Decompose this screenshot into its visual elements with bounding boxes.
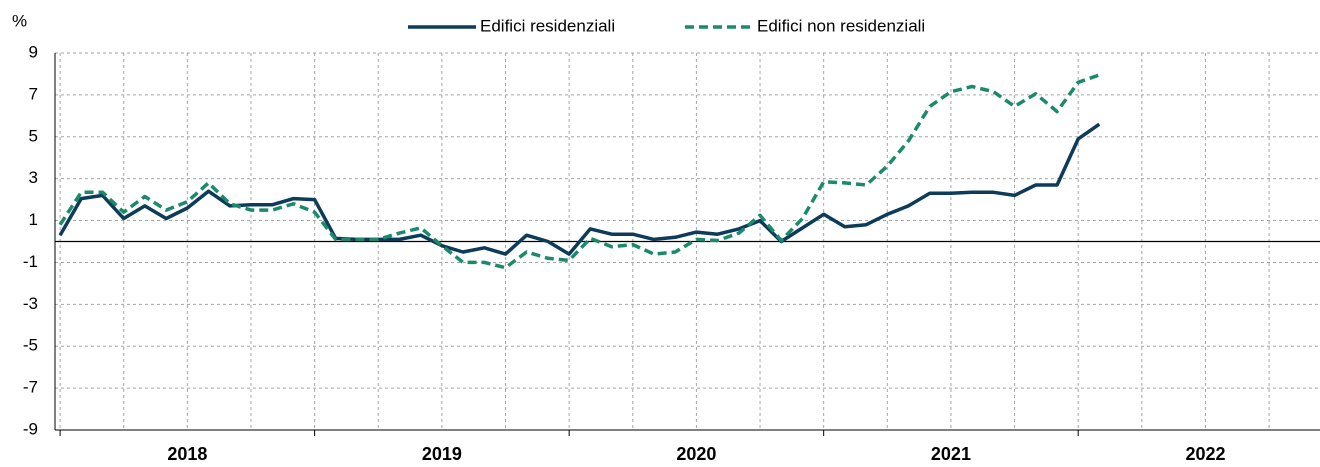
y-tick-label: -9 — [23, 419, 38, 438]
series-line — [58, 73, 1100, 270]
x-tick-label: 2022 — [1185, 444, 1225, 464]
y-tick-label: -3 — [23, 294, 38, 313]
y-tick-label: 3 — [29, 168, 38, 187]
y-tick-label: -1 — [23, 252, 38, 271]
y-tick-label: 9 — [29, 42, 38, 61]
legend-label: Edifici non residenziali — [757, 16, 925, 35]
x-tick-label: 2021 — [931, 444, 971, 464]
y-tick-label: 1 — [29, 210, 38, 229]
y-tick-label: -7 — [23, 378, 38, 397]
x-tick-label: 2018 — [167, 444, 207, 464]
y-tick-label: 5 — [29, 126, 38, 145]
y-tick-label: 7 — [29, 84, 38, 103]
x-tick-label: 2019 — [422, 444, 462, 464]
x-tick-label: 2020 — [676, 444, 716, 464]
y-tick-label: -5 — [23, 336, 38, 355]
y-unit: % — [12, 11, 27, 30]
legend-label: Edifici residenziali — [480, 16, 615, 35]
